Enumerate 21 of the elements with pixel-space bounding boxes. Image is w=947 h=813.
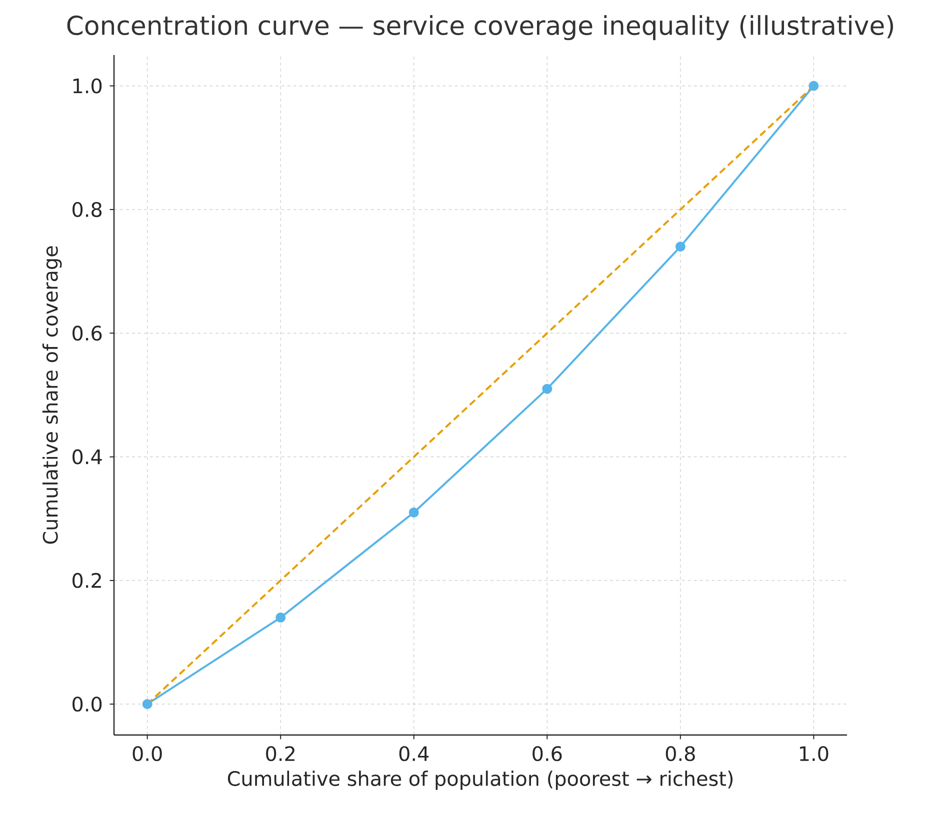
point [276, 612, 286, 623]
x-tick-label: 0.8 [666, 746, 695, 762]
point [142, 699, 152, 710]
x-tick-label: 1.0 [800, 746, 828, 762]
x-tick-label: 0.6 [532, 746, 562, 762]
x-tick-label: 0.2 [266, 746, 294, 762]
y-tick-label: 1.0 [73, 78, 102, 94]
point [808, 80, 819, 91]
point [408, 507, 419, 518]
point [542, 384, 552, 394]
x-tick-label: 0.4 [399, 746, 429, 762]
y-tick-label: 0.4 [72, 449, 102, 464]
point [675, 242, 686, 252]
x-axis-title: Cumulative share of population (poorest → richest) [228, 770, 733, 790]
y-tick-label: 0.8 [72, 202, 102, 218]
y-tick-label: 0.0 [72, 696, 102, 712]
y-axis-title: Cumulative share of coverage [42, 246, 62, 544]
y-tick-label: 0.6 [72, 326, 102, 341]
x-tick-label: 0.0 [132, 746, 162, 762]
chart-title: Concentration curve — service coverage inequality (illustrative) [67, 15, 894, 40]
y-tick-label: 0.2 [72, 572, 101, 588]
